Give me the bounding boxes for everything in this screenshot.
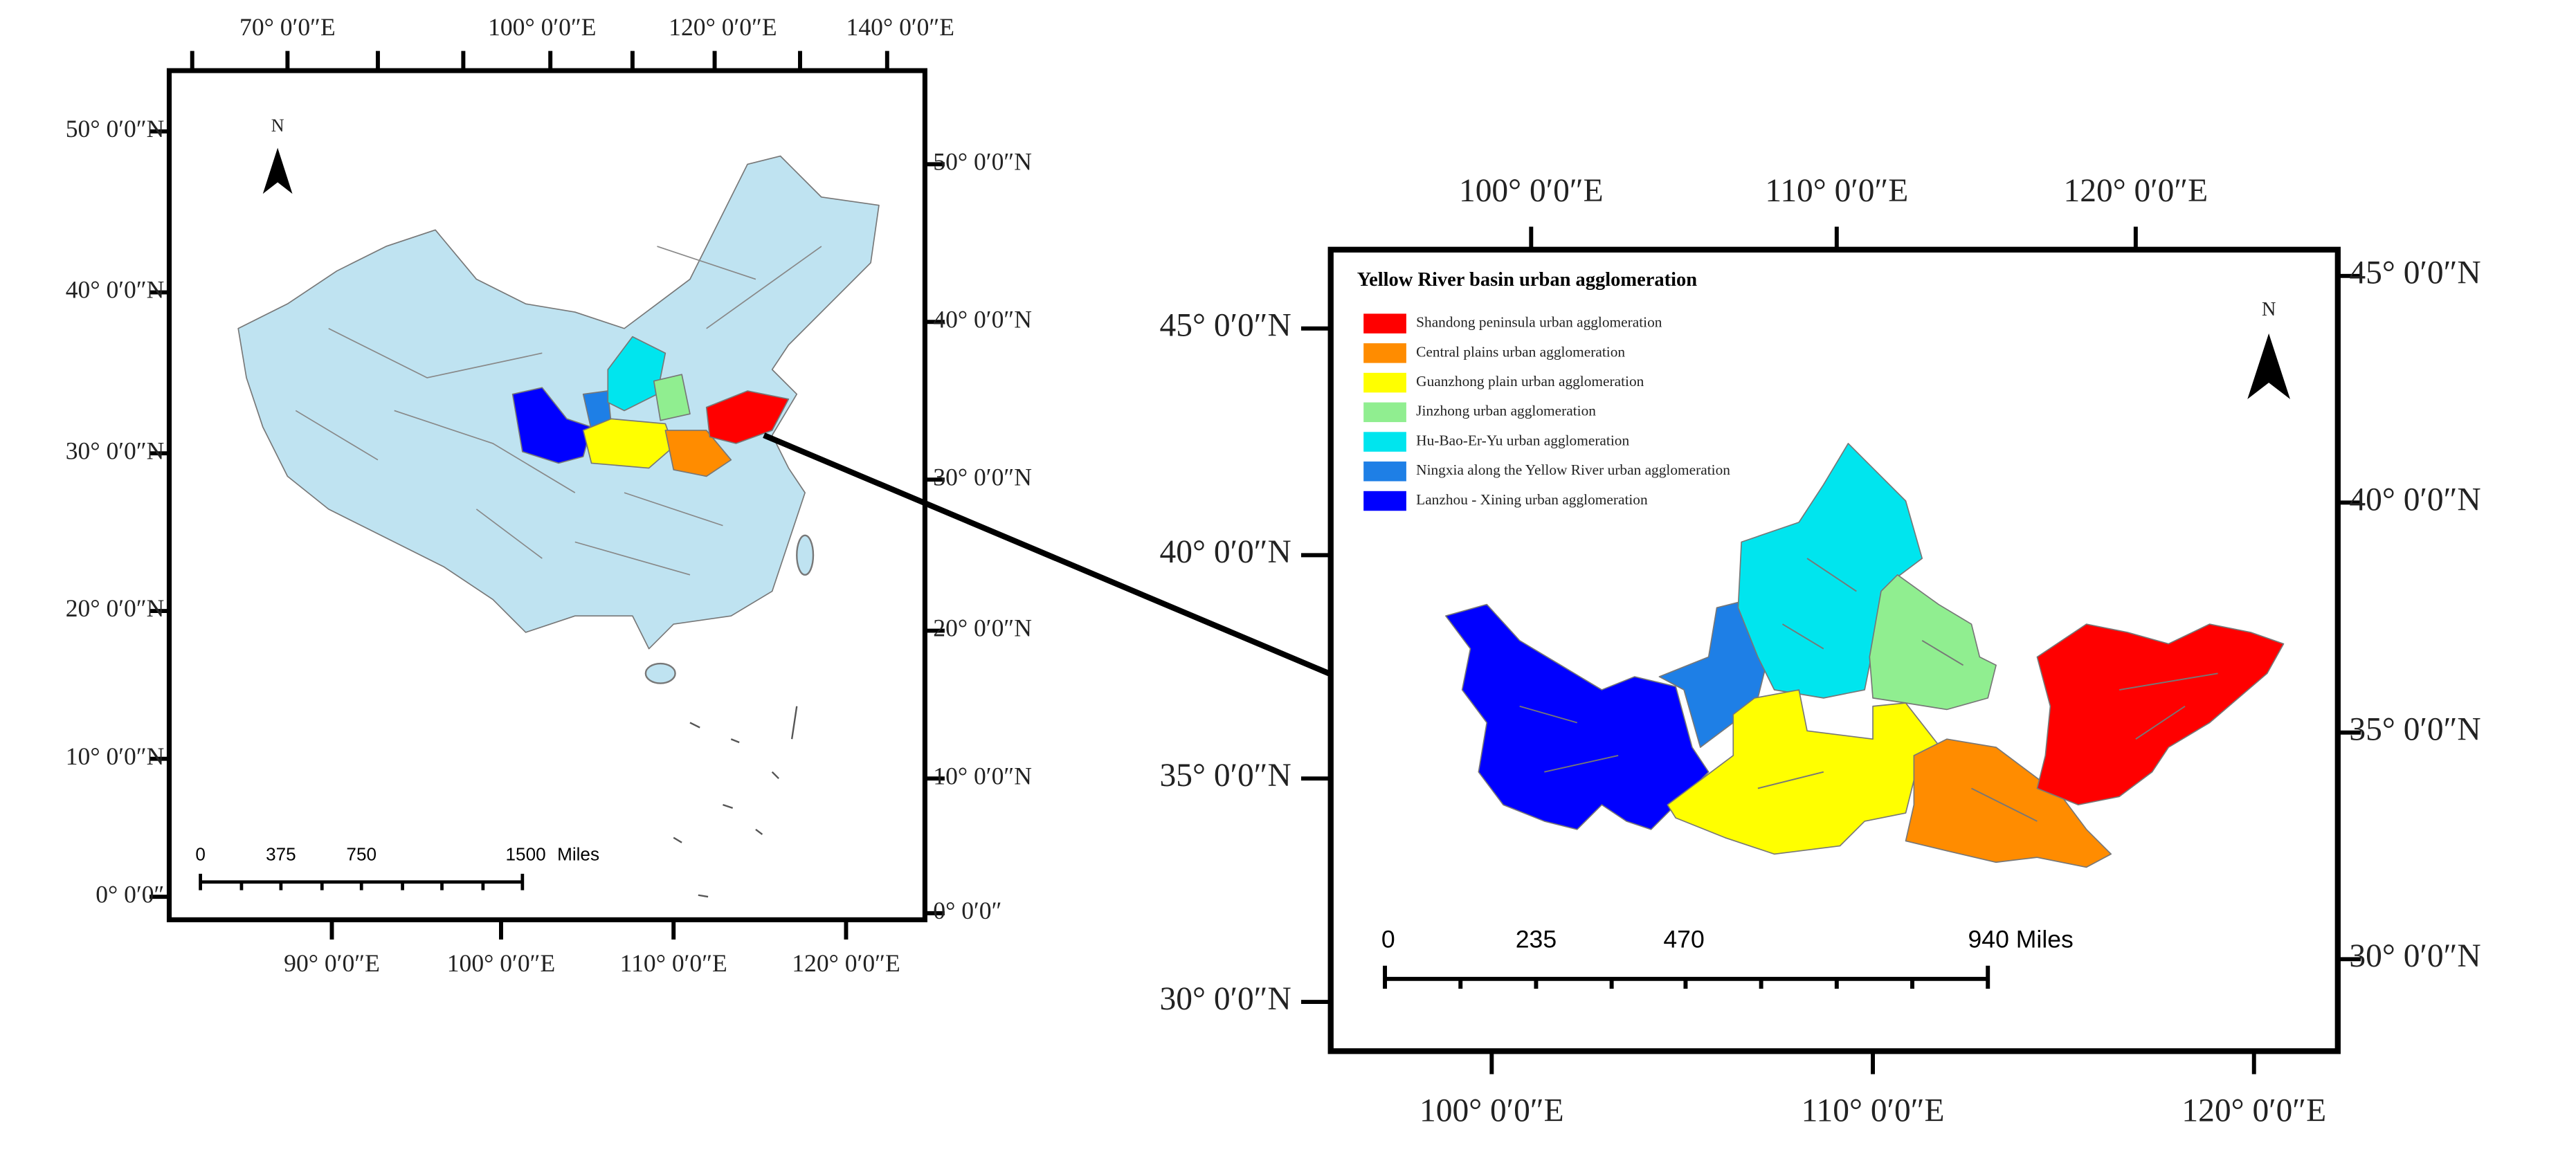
- lon-label: 100° 0′0″E: [447, 949, 555, 977]
- legend-swatch: [1363, 402, 1406, 423]
- legend: Shandong peninsula urban agglomeration Ce…: [1363, 313, 1730, 511]
- legend-label: Jinzhong urban agglomeration: [1416, 403, 1596, 419]
- lon-label: 110° 0′0″E: [1765, 173, 1908, 209]
- region-guanzhong: [1667, 689, 1948, 855]
- lat-label: 40° 0′0″N: [66, 276, 165, 304]
- right-map-labels: 100° 0′0″E 110° 0′0″E 120° 0′0″E 100° 0′0″E…: [1160, 173, 2481, 1128]
- scale-label: 940 Miles: [1968, 926, 2074, 953]
- hainan: [644, 662, 676, 684]
- scale-label: 470: [1663, 926, 1704, 953]
- lon-label: 120° 0′0″E: [792, 949, 900, 977]
- legend-label: Lanzhou - Xining urban agglomeration: [1416, 491, 1648, 508]
- legend-label: Central plains urban agglomeration: [1416, 343, 1625, 360]
- map-title: Yellow River basin urban agglomeration: [1357, 269, 1698, 291]
- legend-label: Hu-Bao-Er-Yu urban agglomeration: [1416, 432, 1629, 448]
- frame-ticks: [149, 51, 945, 940]
- islands: [673, 706, 798, 898]
- north-arrow: [262, 147, 293, 194]
- lat-label: 35° 0′0″N: [1160, 758, 1291, 794]
- lat-label: 0° 0′0″: [96, 880, 164, 908]
- scale-bar-line: [199, 873, 525, 890]
- scale-label: Miles: [557, 844, 599, 865]
- region-shandong: [705, 390, 790, 444]
- lon-label: 110° 0′0″E: [620, 949, 727, 977]
- legend-swatch: [1363, 461, 1406, 482]
- region-jinzhong: [1869, 574, 1997, 711]
- lon-label: 70° 0′0″E: [239, 13, 336, 41]
- frame-ticks: [1300, 226, 2361, 1075]
- lat-label: 10° 0′0″N: [933, 762, 1032, 789]
- lat-label: 50° 0′0″N: [933, 148, 1032, 176]
- legend-swatch: [1363, 491, 1406, 511]
- scale-bar: [199, 873, 525, 890]
- region-central: [1905, 738, 2112, 868]
- scale-label: 235: [1516, 926, 1557, 953]
- lat-label: 50° 0′0″N: [66, 115, 165, 143]
- lon-label: 110° 0′0″E: [1802, 1092, 1945, 1128]
- lat-label: 0° 0′0″: [933, 897, 1001, 924]
- lon-label: 140° 0′0″E: [846, 13, 954, 41]
- scale-label: 1500: [506, 844, 546, 865]
- legend-label: Guanzhong plain urban agglomeration: [1416, 373, 1644, 390]
- lat-label: 10° 0′0″N: [66, 742, 165, 770]
- lat-label: 40° 0′0″N: [933, 305, 1032, 333]
- lat-label: 20° 0′0″N: [66, 594, 165, 622]
- lon-label: 100° 0′0″E: [488, 13, 596, 41]
- overview-map: N 70° 0′0″E 100° 0′0″E 120° 0′0″E 140° 0′0″…: [66, 13, 1032, 977]
- province-borders: [295, 246, 822, 576]
- lon-label: 90° 0′0″E: [284, 949, 380, 977]
- scale-label: 375: [266, 844, 296, 865]
- north-arrow: [2247, 333, 2290, 399]
- city-borders: [1519, 558, 2218, 822]
- lat-label: 30° 0′0″N: [1160, 981, 1291, 1017]
- scale-bar-line: [1383, 965, 1990, 989]
- lat-label: 30° 0′0″N: [2349, 938, 2480, 974]
- lat-label: 30° 0′0″N: [933, 463, 1032, 491]
- lat-label: 45° 0′0″N: [2349, 255, 2480, 291]
- left-map-labels: 70° 0′0″E 100° 0′0″E 120° 0′0″E 140° 0′0″E 9…: [66, 13, 1032, 977]
- regions: [1445, 443, 2285, 868]
- lon-label: 120° 0′0″E: [2182, 1092, 2326, 1128]
- legend-swatch: [1363, 372, 1406, 393]
- lon-label: 100° 0′0″E: [1419, 1092, 1564, 1128]
- scale-label: 750: [346, 844, 377, 865]
- legend-label: Shandong peninsula urban agglomeration: [1416, 314, 1662, 331]
- lat-label: 40° 0′0″N: [1160, 534, 1291, 570]
- scale-label: 0: [1381, 926, 1395, 953]
- lon-label: 100° 0′0″E: [1459, 173, 1604, 209]
- region-lanzhou: [1445, 603, 1709, 830]
- legend-swatch: [1363, 343, 1406, 363]
- scale-label: 0: [195, 844, 206, 865]
- lat-label: 20° 0′0″N: [933, 614, 1032, 642]
- lat-label: 35° 0′0″N: [2349, 712, 2480, 748]
- lon-label: 120° 0′0″E: [2064, 173, 2208, 209]
- legend-swatch: [1363, 432, 1406, 452]
- taiwan: [796, 534, 815, 576]
- legend-swatch: [1363, 313, 1406, 333]
- region-central: [664, 430, 732, 477]
- north-label: N: [2262, 299, 2276, 320]
- lon-label: 120° 0′0″E: [669, 13, 777, 41]
- china-outline: [237, 155, 880, 650]
- lat-label: 40° 0′0″N: [2349, 482, 2480, 518]
- lat-label: 30° 0′0″N: [66, 437, 165, 464]
- lat-label: 45° 0′0″N: [1160, 308, 1291, 344]
- region-shandong: [2036, 623, 2285, 806]
- legend-label: Ningxia along the Yellow River urban agg…: [1416, 461, 1730, 478]
- north-label: N: [271, 116, 284, 136]
- region-jinzhong: [653, 374, 691, 421]
- detail-map: Yellow River basin urban agglomeration S…: [1160, 173, 2481, 1128]
